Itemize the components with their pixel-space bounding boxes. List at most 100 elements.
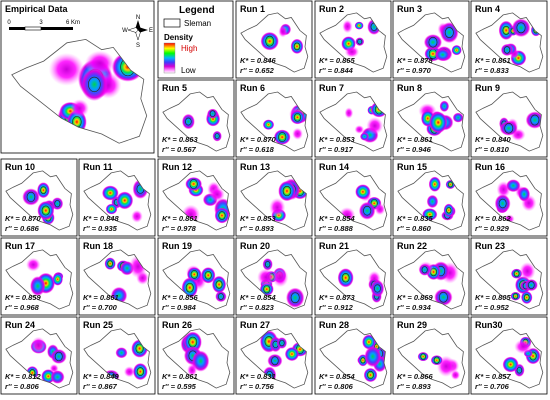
run-k-stat: K* = 0.835 [397,214,433,223]
run-map [397,249,466,310]
run-k-stat: K* = 0.831 [240,372,276,381]
scale-label-0: 0 [7,20,11,26]
run-title: Run 27 [240,320,270,330]
run-title: Run 3 [397,4,422,14]
run-k-stat: K* = 0.859 [5,293,41,302]
run-r-stat: r'' = 0.806 [319,382,354,391]
run-k-stat: K* = 0.865 [319,56,355,65]
run-map [240,328,309,389]
run-title: Run 15 [397,162,427,172]
run-k-stat: K* = 0.854 [240,293,276,302]
north-arrow-icon: N S E W [122,15,153,49]
run-title: Run 20 [240,241,270,251]
run-title: Run 10 [5,162,35,172]
run-k-stat: K* = 0.854 [319,372,355,381]
run-map [5,249,74,310]
run-k-stat: K* = 0.857 [475,372,511,381]
run-k-stat: K* = 0.866 [397,372,433,381]
run-map [319,328,388,389]
run-r-stat: r'' = 0.970 [397,66,432,75]
run-r-stat: r'' = 0.968 [5,303,40,312]
run-title: Run 1 [240,4,265,14]
run-title: Run 9 [475,83,500,93]
run-title: Run 13 [240,162,270,172]
run-r-stat: r'' = 0.978 [162,224,197,233]
run-r-stat: r'' = 0.929 [475,224,510,233]
run-map [475,328,544,389]
run-r-stat: r'' = 0.946 [397,145,432,154]
run-r-stat: r'' = 0.806 [5,382,40,391]
run-r-stat: r'' = 0.952 [475,303,510,312]
run-k-stat: K* = 0.862 [475,214,511,223]
run-title: Run 26 [162,320,192,330]
run-r-stat: r'' = 0.595 [162,382,197,391]
run-k-stat: K* = 0.805 [475,293,511,302]
run-k-stat: K* = 0.863 [162,135,198,144]
run-map [397,170,466,231]
run-map [5,328,74,389]
run-r-stat: r'' = 0.984 [162,303,197,312]
run-r-stat: r'' = 0.893 [240,224,275,233]
region-label: Sleman [184,19,211,28]
run-r-stat: r'' = 0.934 [397,303,432,312]
run-k-stat: K* = 0.873 [319,293,355,302]
run-r-stat: r'' = 0.706 [475,382,510,391]
run-map [319,170,388,231]
run-k-stat: K* = 0.840 [475,135,511,144]
run-title: Run 19 [162,241,192,251]
density-ramp [163,42,176,74]
run-title: Run 21 [319,241,349,251]
run-map [162,170,231,231]
run-title: Run 7 [319,83,344,93]
compass-n: N [136,15,140,21]
run-title: Run 5 [162,83,187,93]
run-k-stat: K* = 0.861 [397,135,433,144]
run-map [475,249,544,310]
run-map [397,91,466,152]
run-k-stat: K* = 0.861 [162,214,198,223]
run-title: Run 29 [397,320,427,330]
run-r-stat: r'' = 0.860 [397,224,432,233]
run-r-stat: r'' = 0.756 [240,382,275,391]
run-r-stat: r'' = 0.810 [475,145,510,154]
run-k-stat: K* = 0.853 [240,214,276,223]
run-k-stat: K* = 0.848 [83,214,119,223]
run-title: Run 25 [83,320,113,330]
run-k-stat: K* = 0.861 [475,56,511,65]
run-title: Run 4 [475,4,500,14]
run-title: Run 17 [5,241,35,251]
run-r-stat: r'' = 0.917 [319,145,354,154]
run-title: Run 22 [397,241,427,251]
run-map [162,249,231,310]
run-map [5,170,74,231]
run-k-stat: K* = 0.870 [5,214,41,223]
run-r-stat: r'' = 0.893 [397,382,432,391]
run-r-stat: r'' = 0.686 [5,224,40,233]
run-r-stat: r'' = 0.823 [240,303,275,312]
run-map [162,328,231,389]
run-r-stat: r'' = 0.867 [83,382,118,391]
run-title: Run 11 [83,162,113,172]
run-title: Run 8 [397,83,422,93]
empirical-map [11,38,148,144]
